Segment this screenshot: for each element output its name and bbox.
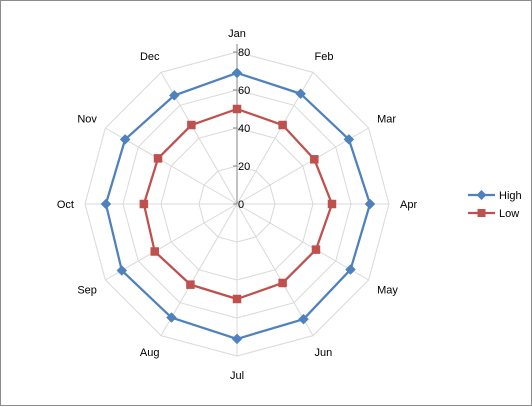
point-high-oct — [100, 198, 112, 210]
point-high-jun — [298, 313, 309, 325]
spoke-aug — [160, 203, 238, 336]
point-high-nov — [119, 134, 131, 145]
point-low-sep — [150, 247, 159, 256]
category-label-mar: Mar — [377, 114, 396, 126]
category-label-dec: Dec — [140, 51, 160, 63]
point-low-jun — [278, 278, 287, 288]
legend: High Low — [468, 190, 522, 220]
point-high-jan — [231, 67, 243, 79]
point-low-oct — [139, 199, 149, 209]
point-high-may — [345, 264, 356, 275]
series-low — [139, 104, 337, 304]
point-high-dec — [168, 90, 180, 101]
series-high — [100, 67, 376, 345]
point-high-apr — [364, 198, 376, 210]
point-low-mar — [310, 155, 319, 164]
point-low-jan — [232, 104, 242, 114]
series — [100, 67, 376, 345]
tick-label-60: 60 — [238, 85, 250, 97]
point-low-feb — [278, 120, 287, 130]
legend-label-high: High — [499, 190, 522, 202]
category-label-jun: Jun — [315, 347, 333, 359]
category-label-feb: Feb — [315, 51, 334, 63]
category-label-sep: Sep — [77, 285, 97, 297]
category-label-nov: Nov — [77, 114, 97, 126]
legend-marker-high — [476, 190, 487, 200]
category-label-aug: Aug — [140, 347, 160, 359]
tick-label-0: 0 — [238, 199, 244, 211]
tick-label-40: 40 — [238, 123, 250, 135]
spoke-sep — [105, 203, 238, 281]
legend-marker-low — [477, 209, 486, 217]
tick-label-20: 20 — [238, 161, 250, 173]
point-low-may — [311, 245, 321, 254]
point-high-jul — [231, 333, 243, 345]
spoke-jun — [236, 203, 314, 336]
point-high-mar — [343, 134, 355, 145]
legend-item-high: High — [468, 190, 522, 202]
point-low-aug — [186, 280, 195, 289]
legend-item-low: Low — [468, 208, 519, 220]
point-high-feb — [295, 88, 307, 100]
category-label-apr: Apr — [400, 199, 417, 211]
category-label-may: May — [377, 285, 398, 297]
point-low-jul — [232, 294, 242, 304]
category-labels: Jan Feb Mar Apr May Jun Jul Aug Sep Oct Nov Dec — [57, 28, 418, 382]
legend-label-low: Low — [499, 208, 519, 220]
point-low-nov — [153, 154, 163, 163]
point-low-dec — [187, 120, 196, 130]
category-label-jul: Jul — [230, 370, 244, 382]
category-label-jan: Jan — [228, 28, 246, 40]
category-label-oct: Oct — [57, 199, 74, 211]
point-high-aug — [166, 312, 177, 323]
point-low-apr — [327, 199, 337, 209]
value-axis: 0 20 40 60 80 — [233, 44, 250, 211]
point-high-sep — [116, 265, 128, 276]
spoke-may — [236, 203, 369, 281]
tick-label-80: 80 — [238, 47, 250, 59]
